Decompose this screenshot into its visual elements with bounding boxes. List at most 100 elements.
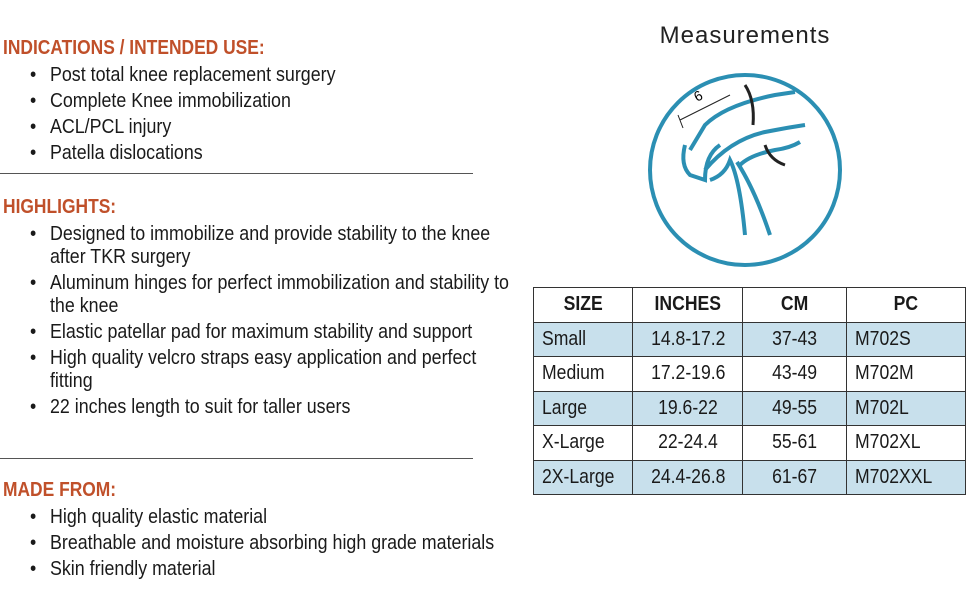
size-table: SIZE INCHES CM PC Small 14.8-17.2 37-43 M702S Me… bbox=[532, 287, 967, 495]
item-text: High quality velcro straps easy applicat… bbox=[49, 346, 477, 392]
table-cell: Small bbox=[532, 321, 634, 357]
table-row: Small 14.8-17.2 37-43 M702S bbox=[532, 321, 967, 357]
bullet: • bbox=[29, 531, 37, 554]
table-cell: Large bbox=[532, 390, 634, 426]
cell-text: M702M bbox=[855, 362, 914, 385]
bullet-item: • ACL/PCL injury bbox=[3, 115, 520, 138]
item-text: Elastic patellar pad for maximum stabili… bbox=[49, 320, 473, 343]
table-cell: 19.6-22 bbox=[632, 390, 744, 426]
cell-text: 2X-Large bbox=[542, 465, 615, 488]
section-heading: HIGHLIGHTS: bbox=[3, 196, 117, 218]
bullet: • bbox=[29, 89, 37, 112]
cell-text: X-Large bbox=[542, 431, 605, 454]
bullet-item: • Complete Knee immobilization bbox=[3, 89, 520, 112]
cell-text: 55-61 bbox=[772, 431, 818, 454]
bullet: • bbox=[29, 141, 37, 164]
bullet-item: • Patella dislocations bbox=[3, 141, 520, 164]
bullet: • bbox=[29, 115, 37, 138]
item-text: Aluminum hinges for perfect immobilizati… bbox=[49, 271, 509, 317]
section-heading: INDICATIONS / INTENDED USE: bbox=[3, 37, 265, 59]
table-cell: 14.8-17.2 bbox=[632, 321, 744, 357]
item-text: 22 inches length to suit for taller user… bbox=[49, 395, 351, 418]
header-text: INCHES bbox=[654, 293, 722, 316]
item-text: Designed to immobilize and provide stabi… bbox=[49, 222, 491, 268]
bullet: • bbox=[29, 320, 37, 343]
header-row: SIZE INCHES CM PC bbox=[532, 287, 967, 323]
cell-text: Large bbox=[542, 396, 588, 419]
cell-text: 61-67 bbox=[772, 465, 818, 488]
item-text: Patella dislocations bbox=[49, 141, 203, 164]
table-row: Large 19.6-22 49-55 M702L bbox=[532, 390, 967, 426]
table-cell: 61-67 bbox=[742, 459, 848, 495]
cell-text: 43-49 bbox=[772, 362, 818, 385]
table-row: Medium 17.2-19.6 43-49 M702M bbox=[532, 356, 967, 392]
item-text: Breathable and moisture absorbing high g… bbox=[49, 531, 495, 554]
cell-text: M702XL bbox=[855, 431, 921, 454]
bullet: • bbox=[29, 63, 37, 86]
item-text: ACL/PCL injury bbox=[49, 115, 172, 138]
bullet: • bbox=[29, 505, 37, 528]
section: INDICATIONS / INTENDED USE: • Post total k… bbox=[3, 36, 525, 164]
table-row: X-Large 22-24.4 55-61 M702XL bbox=[532, 425, 967, 461]
bullet-item: • High quality elastic material bbox=[3, 505, 520, 528]
cell-text: 37-43 bbox=[772, 327, 818, 350]
bullet-item: • Breathable and moisture absorbing high … bbox=[3, 531, 520, 554]
table-cell: Medium bbox=[532, 356, 634, 392]
cell-text: M702S bbox=[855, 327, 912, 350]
cell-text: Medium bbox=[542, 362, 605, 385]
cell-text: 19.6-22 bbox=[657, 396, 718, 419]
bullet: • bbox=[29, 395, 37, 418]
table-cell: 37-43 bbox=[742, 321, 848, 357]
header-cell: SIZE bbox=[532, 287, 634, 323]
cell-text: 22-24.4 bbox=[657, 431, 718, 454]
bullet-item: • High quality velcro straps easy applica… bbox=[3, 346, 520, 392]
table-cell: 49-55 bbox=[742, 390, 848, 426]
section: HIGHLIGHTS: • Designed to immobilize and p… bbox=[3, 195, 525, 418]
table-cell: 24.4-26.8 bbox=[632, 459, 744, 495]
section: MADE FROM: • High quality elastic material… bbox=[3, 478, 525, 580]
measurements-title: Measurements bbox=[659, 22, 831, 49]
cell-text: 14.8-17.2 bbox=[650, 327, 725, 350]
table-cell: 2X-Large bbox=[532, 459, 634, 495]
table-cell: 55-61 bbox=[742, 425, 848, 461]
bullet: • bbox=[29, 346, 37, 369]
table-cell: 43-49 bbox=[742, 356, 848, 392]
bullet: • bbox=[29, 271, 37, 294]
bullet-item: • Elastic patellar pad for maximum stabil… bbox=[3, 320, 520, 343]
divider bbox=[0, 173, 473, 174]
section-heading: MADE FROM: bbox=[3, 479, 117, 501]
cell-text: 49-55 bbox=[772, 396, 818, 419]
bullet-item: • Aluminum hinges for perfect immobilizat… bbox=[3, 271, 520, 317]
table-row: 2X-Large 24.4-26.8 61-67 M702XXL bbox=[532, 459, 967, 495]
item-text: Skin friendly material bbox=[49, 557, 216, 580]
bullet: • bbox=[29, 222, 37, 245]
header-cell: CM bbox=[742, 287, 848, 323]
bullet-item: • Post total knee replacement surgery bbox=[3, 63, 520, 86]
table-cell: M702M bbox=[846, 356, 967, 392]
bullet-item: • Skin friendly material bbox=[3, 557, 520, 580]
header-text: SIZE bbox=[563, 293, 603, 316]
table-cell: X-Large bbox=[532, 425, 634, 461]
cell-text: M702XXL bbox=[855, 465, 933, 488]
bullet: • bbox=[29, 557, 37, 580]
cell-text: Small bbox=[542, 327, 587, 350]
table-cell: M702S bbox=[846, 321, 967, 357]
bullet-item: • 22 inches length to suit for taller use… bbox=[3, 395, 520, 418]
header-cell: PC bbox=[846, 287, 967, 323]
table-cell: M702L bbox=[846, 390, 967, 426]
bullet-item: • Designed to immobilize and provide stab… bbox=[3, 222, 520, 268]
item-text: High quality elastic material bbox=[49, 505, 268, 528]
header-text: CM bbox=[781, 293, 809, 316]
table-cell: 17.2-19.6 bbox=[632, 356, 744, 392]
item-text: Complete Knee immobilization bbox=[49, 89, 291, 112]
header-cell: INCHES bbox=[632, 287, 744, 323]
diagram-label: 6 bbox=[691, 87, 706, 105]
header-text: PC bbox=[894, 293, 919, 316]
cell-text: 24.4-26.8 bbox=[650, 465, 725, 488]
item-text: Post total knee replacement surgery bbox=[49, 63, 336, 86]
table-cell: M702XXL bbox=[846, 459, 967, 495]
knee-diagram: 6 bbox=[648, 73, 842, 267]
cell-text: 17.2-19.6 bbox=[650, 362, 725, 385]
table-cell: 22-24.4 bbox=[632, 425, 744, 461]
